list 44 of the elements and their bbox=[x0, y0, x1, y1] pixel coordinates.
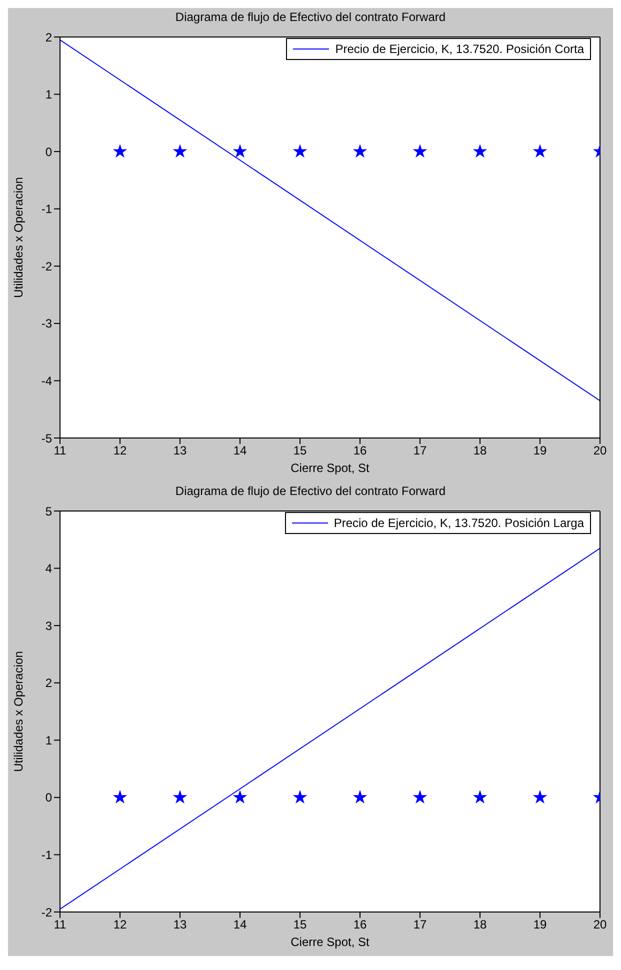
x-tick-label: 18 bbox=[473, 444, 487, 458]
x-tick-label: 19 bbox=[533, 444, 547, 458]
x-tick-label: 14 bbox=[233, 444, 247, 458]
x-tick-label: 15 bbox=[293, 444, 307, 458]
y-axis-title: Utilidades x Operacion bbox=[11, 177, 26, 298]
x-tick-label: 20 bbox=[593, 444, 607, 458]
x-tick-label: 17 bbox=[413, 918, 427, 932]
x-tick-label: 13 bbox=[173, 444, 187, 458]
x-tick-label: 20 bbox=[593, 918, 607, 932]
legend-label: Precio de Ejercicio, K, 13.7520. Posición Corta bbox=[335, 42, 584, 56]
y-tick-label: -1 bbox=[41, 202, 52, 216]
y-tick-label: 0 bbox=[45, 144, 52, 159]
y-tick-label: 0 bbox=[45, 790, 52, 805]
x-axis-title: Cierre Spot, St bbox=[290, 935, 370, 949]
x-tick-label: 13 bbox=[173, 918, 187, 932]
chart-title: Diagrama de flujo de Efectivo del contrato Forward bbox=[174, 9, 447, 26]
x-tick-label: 15 bbox=[293, 918, 307, 932]
x-tick-label: 16 bbox=[353, 918, 367, 932]
y-tick-label: -2 bbox=[41, 259, 52, 274]
y-tick-label: -5 bbox=[41, 431, 52, 446]
x-tick-label: 16 bbox=[353, 444, 367, 458]
y-tick-label: 2 bbox=[45, 30, 52, 44]
x-tick-label: 17 bbox=[413, 444, 427, 458]
y-tick-label: -2 bbox=[41, 905, 52, 920]
y-tick-label: -4 bbox=[41, 374, 52, 388]
y-tick-label: 4 bbox=[45, 562, 52, 576]
x-tick-label: 12 bbox=[113, 918, 127, 932]
y-tick-label: 2 bbox=[45, 676, 52, 690]
y-tick-label: 1 bbox=[45, 88, 52, 102]
x-tick-label: 12 bbox=[113, 444, 127, 458]
y-tick-label: 3 bbox=[45, 618, 52, 633]
x-axis-title: Cierre Spot, St bbox=[290, 461, 370, 475]
x-tick-label: 14 bbox=[233, 918, 247, 932]
x-tick-label: 11 bbox=[54, 918, 67, 932]
y-tick-label: 5 bbox=[45, 504, 52, 518]
y-tick-label: 1 bbox=[45, 733, 52, 748]
x-tick-label: 11 bbox=[54, 444, 67, 458]
legend-label: Precio de Ejercicio, K, 13.7520. Posición Larga bbox=[334, 516, 584, 530]
y-axis-title: Utilidades x Operacion bbox=[11, 651, 26, 772]
chart-title: Diagrama de flujo de Efectivo del contrato Forward bbox=[174, 483, 447, 500]
y-tick-label: -1 bbox=[41, 848, 52, 862]
x-tick-label: 18 bbox=[473, 918, 487, 932]
x-tick-label: 19 bbox=[533, 918, 547, 932]
y-tick-label: -3 bbox=[41, 316, 52, 331]
